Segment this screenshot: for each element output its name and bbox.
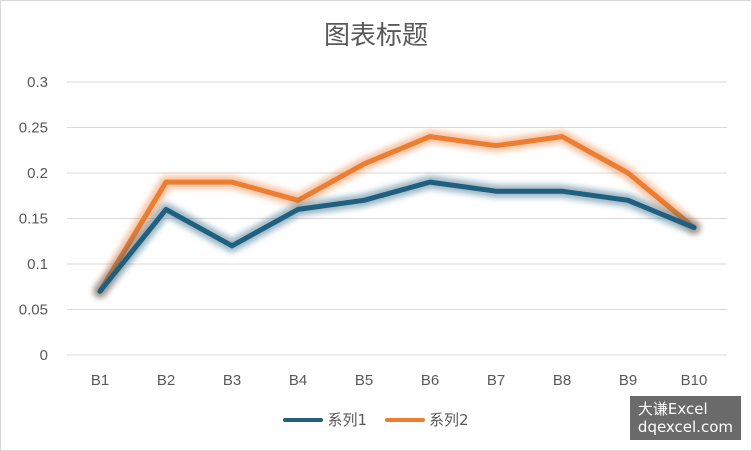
x-tick-label: B5 — [355, 372, 373, 389]
legend-label-series-1: 系列1 — [327, 411, 367, 429]
x-axis-ticks: B1 B2 B3 B4 B5 B6 B7 B8 B9 B10 — [91, 372, 708, 389]
x-tick-label: B7 — [487, 372, 505, 389]
x-tick-label: B9 — [619, 372, 637, 389]
x-tick-label: B10 — [681, 372, 708, 389]
y-tick-label: 0.2 — [27, 165, 48, 182]
legend-item-series-1[interactable]: 系列1 — [283, 409, 367, 430]
series-lines — [93, 130, 701, 298]
y-tick-label: 0.15 — [19, 211, 48, 228]
series-2-line[interactable] — [97, 134, 697, 294]
x-tick-label: B3 — [223, 372, 241, 389]
legend: 系列1 系列2 — [1, 409, 751, 430]
legend-label-series-2: 系列2 — [429, 411, 469, 429]
watermark-line-2: dqexcel.com — [637, 418, 733, 436]
legend-item-series-2[interactable]: 系列2 — [385, 409, 469, 430]
legend-swatch-series-1 — [283, 417, 324, 422]
y-axis-ticks: 0 0.05 0.1 0.15 0.2 0.25 0.3 — [19, 74, 48, 364]
x-tick-label: B1 — [91, 372, 109, 389]
legend-swatch-series-2 — [385, 417, 425, 422]
chart-title: 图表标题 — [323, 21, 428, 51]
y-tick-label: 0 — [40, 347, 48, 364]
x-tick-label: B6 — [421, 372, 439, 389]
x-tick-label: B8 — [553, 372, 571, 389]
y-tick-label: 0.1 — [27, 256, 48, 273]
watermark-line-1: 大谦Excel — [637, 400, 708, 418]
y-tick-label: 0.25 — [19, 120, 48, 137]
x-tick-label: B4 — [289, 372, 307, 389]
series-1-line[interactable] — [97, 179, 697, 294]
x-tick-label: B2 — [157, 372, 175, 389]
watermark: 大谦Excel dqexcel.com — [629, 396, 741, 440]
y-tick-label: 0.05 — [19, 302, 48, 319]
y-tick-label: 0.3 — [27, 74, 48, 91]
